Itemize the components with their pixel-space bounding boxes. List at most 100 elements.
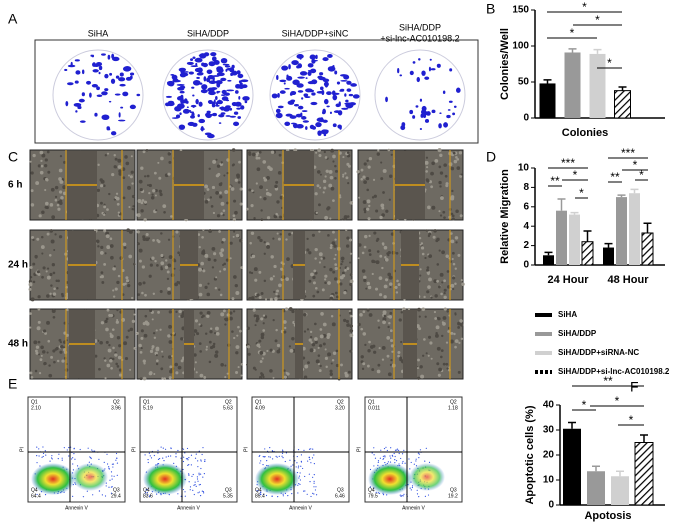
cell (45, 201, 49, 206)
colony (197, 67, 203, 73)
cell (358, 243, 362, 247)
cell (210, 205, 214, 208)
x-axis-label: Annexin V (65, 505, 88, 511)
cell (34, 369, 38, 373)
cell (307, 361, 310, 365)
cell (445, 362, 449, 366)
event (51, 458, 53, 460)
cell (206, 292, 211, 297)
colony (75, 110, 78, 113)
cell (367, 364, 370, 368)
event (66, 449, 68, 451)
cell (375, 260, 380, 265)
cell (334, 291, 338, 295)
cell (39, 358, 43, 362)
event (108, 467, 110, 469)
cell (213, 258, 217, 262)
cell (118, 172, 123, 176)
colony (240, 79, 249, 83)
cell (117, 211, 120, 214)
cell (436, 279, 439, 283)
y-tick-label: 20 (543, 450, 555, 461)
event (180, 457, 182, 459)
cell (148, 371, 153, 375)
cell (104, 319, 108, 324)
cell (220, 212, 223, 215)
cell (44, 331, 48, 335)
event (162, 457, 164, 459)
significance: *** (561, 156, 575, 170)
event (148, 452, 150, 454)
cell (319, 364, 322, 368)
cell (260, 332, 265, 337)
cell (127, 284, 131, 288)
event (256, 490, 258, 492)
cell (105, 317, 109, 321)
cell (49, 203, 54, 207)
event (202, 476, 204, 478)
cell (454, 282, 457, 286)
cell (178, 315, 181, 318)
cell (427, 272, 430, 276)
event (36, 454, 38, 457)
event (394, 462, 396, 464)
colony-label: SiHA/DDP (399, 22, 441, 32)
cell (317, 354, 321, 357)
colony (327, 54, 333, 58)
cell (333, 244, 337, 248)
cell (418, 315, 421, 318)
error-bar (583, 230, 592, 242)
cell (222, 213, 225, 217)
cell (50, 284, 53, 287)
cell (437, 373, 441, 377)
colony (115, 75, 120, 79)
cell (349, 252, 353, 255)
cell (223, 174, 226, 177)
colony (348, 93, 354, 97)
colony (310, 68, 317, 74)
cell (273, 290, 276, 293)
cell (224, 190, 229, 195)
cell (364, 343, 367, 347)
cell (160, 267, 163, 271)
event (410, 489, 412, 491)
cell (400, 311, 403, 314)
colony (319, 86, 324, 91)
event (396, 448, 398, 450)
event (315, 494, 318, 496)
cell (218, 288, 221, 291)
significance: * (570, 26, 575, 40)
cell (458, 341, 461, 344)
event (57, 458, 59, 460)
cell (103, 262, 107, 266)
cell (158, 176, 162, 180)
cell (164, 265, 169, 270)
cell (153, 171, 157, 175)
event (198, 450, 200, 452)
cell (309, 348, 314, 353)
colony (220, 106, 225, 111)
cell (151, 318, 154, 321)
cell (32, 153, 36, 158)
cell (123, 341, 128, 346)
cell (154, 189, 158, 193)
cell (341, 274, 346, 278)
cell (277, 295, 280, 298)
legend-label: SiHA/DDP+siRNA-NC (558, 348, 639, 357)
event (295, 466, 297, 468)
colony (227, 79, 232, 82)
colony (275, 108, 281, 114)
colony (426, 111, 431, 116)
colony (215, 95, 218, 101)
cell (384, 278, 389, 282)
event (204, 460, 206, 462)
cell (193, 353, 197, 357)
cell (365, 176, 370, 181)
event (313, 486, 315, 488)
cell (43, 361, 47, 366)
cell (58, 235, 63, 239)
cell (209, 327, 213, 330)
cell (136, 230, 140, 234)
cell (29, 371, 33, 375)
cell (283, 330, 287, 334)
